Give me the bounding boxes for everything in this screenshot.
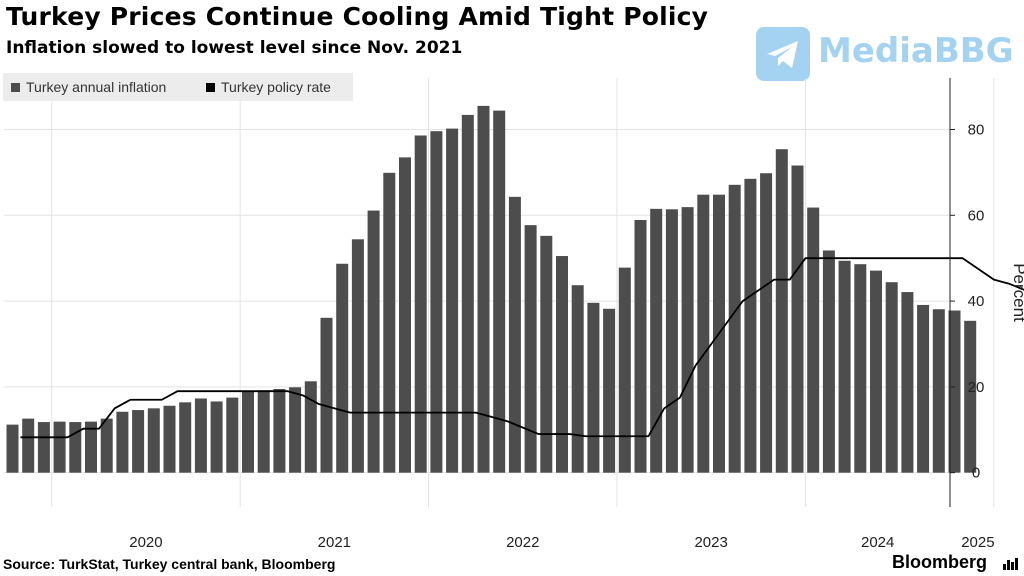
legend-item-policy-rate: Turkey policy rate: [206, 73, 331, 101]
page-subtitle: Inflation slowed to lowest level since N…: [6, 38, 463, 58]
bar: [367, 210, 380, 473]
bar: [634, 219, 647, 473]
page-title: Turkey Prices Continue Cooling Amid Tigh…: [6, 2, 709, 31]
bar: [163, 405, 176, 473]
bar: [540, 235, 553, 473]
y-tick-label: 0: [972, 465, 980, 482]
bar: [6, 424, 19, 473]
bar: [901, 292, 914, 473]
bar: [728, 184, 741, 473]
bar: [838, 260, 851, 473]
bar: [22, 418, 35, 473]
bar: [964, 320, 977, 473]
bar: [210, 401, 223, 473]
bar: [273, 389, 286, 473]
legend: Turkey annual inflation Turkey policy ra…: [3, 73, 353, 101]
bar: [760, 173, 773, 473]
bar: [383, 172, 396, 473]
policy-rate-line: [20, 257, 1024, 439]
bar: [524, 225, 537, 473]
bar: [822, 250, 835, 473]
legend-swatch-bar: [11, 82, 20, 92]
legend-label-policy-rate: Turkey policy rate: [221, 79, 331, 95]
telegram-icon: [756, 27, 810, 81]
bar: [304, 381, 317, 473]
bar: [556, 256, 568, 473]
bar: [948, 310, 961, 473]
y-axis-label: Percent: [1010, 263, 1024, 322]
y-tick-label: 80: [968, 121, 985, 138]
bar: [53, 421, 66, 473]
bar: [446, 128, 459, 473]
bar: [399, 157, 411, 473]
x-tick-label: 2021: [318, 534, 351, 551]
bar: [116, 411, 129, 473]
bar: [775, 149, 788, 473]
x-tick-label: 2025: [961, 534, 994, 551]
bar: [870, 270, 882, 473]
legend-item-inflation: Turkey annual inflation: [11, 73, 166, 101]
bar: [461, 114, 474, 473]
bar: [917, 304, 930, 473]
bar: [697, 194, 710, 473]
bar: [85, 421, 97, 473]
x-tick-label: 2023: [694, 534, 727, 551]
x-tick-label: 2024: [861, 534, 894, 551]
legend-label-inflation: Turkey annual inflation: [26, 79, 167, 95]
watermark: MediaBBG: [756, 27, 1016, 81]
watermark-text: MediaBBG: [818, 31, 1014, 71]
bar: [807, 207, 820, 473]
bar: [351, 239, 364, 473]
bar: [37, 422, 50, 473]
bar: [650, 208, 663, 473]
bar: [320, 317, 333, 473]
bloomberg-terminal-icon: [1003, 558, 1018, 570]
bar: [336, 263, 349, 473]
bar: [194, 398, 207, 473]
bar: [508, 196, 521, 473]
bar: [665, 209, 678, 473]
bar: [132, 410, 145, 473]
bar: [226, 397, 239, 473]
bar: [100, 418, 113, 473]
bar: [932, 309, 945, 473]
bar: [69, 422, 82, 473]
bar: [681, 207, 694, 473]
bar: [587, 302, 600, 473]
x-tick-label: 2022: [506, 534, 539, 551]
y-tick-label: 20: [968, 379, 985, 396]
bar: [603, 308, 616, 473]
bar: [257, 390, 270, 473]
y-tick-label: 60: [968, 207, 985, 224]
y-tick-label: 40: [968, 293, 985, 310]
legend-swatch-line: [206, 82, 215, 92]
bar: [414, 135, 427, 473]
bloomberg-logo: Bloomberg: [892, 552, 988, 572]
bar: [179, 402, 192, 473]
source-note: Source: TurkStat, Turkey central bank, B…: [3, 556, 336, 572]
bar: [854, 264, 867, 473]
bar: [289, 387, 302, 473]
bar: [618, 267, 631, 473]
bar: [477, 105, 490, 473]
bar: [744, 178, 757, 473]
bar: [571, 285, 584, 473]
bar: [430, 131, 443, 473]
x-tick-label: 2020: [129, 534, 162, 551]
bar: [791, 165, 804, 473]
bar: [147, 408, 160, 473]
bar: [885, 282, 898, 473]
bar: [493, 110, 506, 473]
bar: [242, 390, 254, 473]
